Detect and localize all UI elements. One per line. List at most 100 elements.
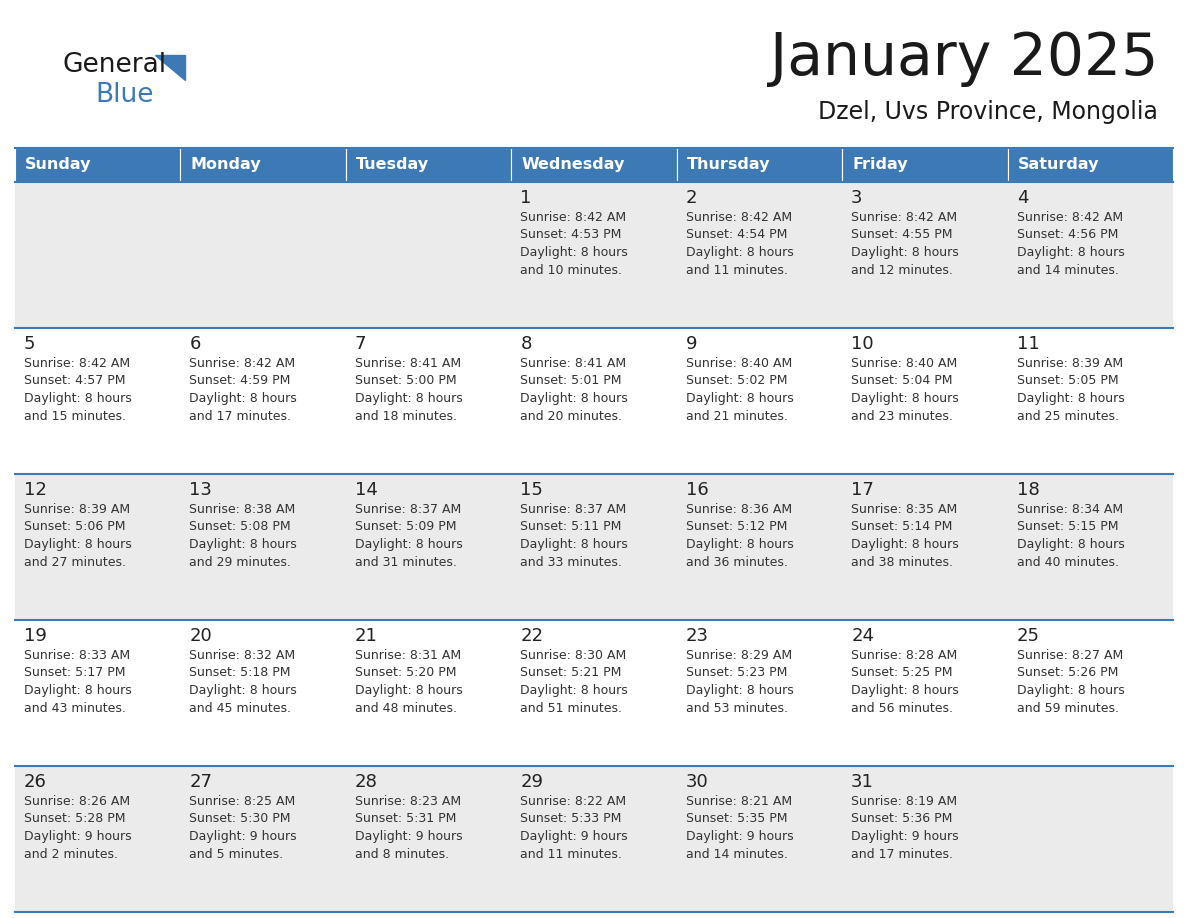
Text: and 21 minutes.: and 21 minutes. bbox=[685, 409, 788, 422]
Bar bbox=[15, 148, 181, 182]
Text: Sunset: 5:33 PM: Sunset: 5:33 PM bbox=[520, 812, 621, 825]
Bar bbox=[15, 620, 1173, 766]
Bar bbox=[15, 182, 1173, 328]
Text: 26: 26 bbox=[24, 773, 46, 791]
Text: Daylight: 9 hours: Daylight: 9 hours bbox=[189, 830, 297, 843]
Text: Sunset: 5:36 PM: Sunset: 5:36 PM bbox=[851, 812, 953, 825]
Text: Sunday: Sunday bbox=[25, 158, 91, 173]
Text: Daylight: 8 hours: Daylight: 8 hours bbox=[1017, 538, 1124, 551]
Text: and 23 minutes.: and 23 minutes. bbox=[851, 409, 953, 422]
Text: 29: 29 bbox=[520, 773, 543, 791]
Text: and 11 minutes.: and 11 minutes. bbox=[685, 263, 788, 276]
Text: 7: 7 bbox=[355, 335, 366, 353]
Text: and 10 minutes.: and 10 minutes. bbox=[520, 263, 623, 276]
Text: and 40 minutes.: and 40 minutes. bbox=[1017, 555, 1119, 568]
Text: 18: 18 bbox=[1017, 481, 1040, 499]
Text: Blue: Blue bbox=[95, 82, 153, 108]
Text: 21: 21 bbox=[355, 627, 378, 645]
Text: Sunset: 4:56 PM: Sunset: 4:56 PM bbox=[1017, 229, 1118, 241]
Text: and 5 minutes.: and 5 minutes. bbox=[189, 847, 284, 860]
Text: 2: 2 bbox=[685, 189, 697, 207]
Text: Tuesday: Tuesday bbox=[356, 158, 429, 173]
Text: and 38 minutes.: and 38 minutes. bbox=[851, 555, 953, 568]
Text: Daylight: 8 hours: Daylight: 8 hours bbox=[355, 684, 462, 697]
Text: Sunrise: 8:42 AM: Sunrise: 8:42 AM bbox=[520, 211, 626, 224]
Text: and 51 minutes.: and 51 minutes. bbox=[520, 701, 623, 714]
Text: and 15 minutes.: and 15 minutes. bbox=[24, 409, 126, 422]
Text: Daylight: 8 hours: Daylight: 8 hours bbox=[1017, 392, 1124, 405]
Text: and 45 minutes.: and 45 minutes. bbox=[189, 701, 291, 714]
Text: Sunset: 5:09 PM: Sunset: 5:09 PM bbox=[355, 521, 456, 533]
Text: Sunset: 4:59 PM: Sunset: 4:59 PM bbox=[189, 375, 291, 387]
Text: Daylight: 9 hours: Daylight: 9 hours bbox=[685, 830, 794, 843]
Polygon shape bbox=[154, 55, 185, 80]
Text: 8: 8 bbox=[520, 335, 532, 353]
Text: 17: 17 bbox=[851, 481, 874, 499]
Bar bbox=[346, 148, 511, 182]
Text: and 17 minutes.: and 17 minutes. bbox=[851, 847, 953, 860]
Text: Sunrise: 8:26 AM: Sunrise: 8:26 AM bbox=[24, 795, 131, 808]
Text: Sunset: 4:57 PM: Sunset: 4:57 PM bbox=[24, 375, 126, 387]
Text: Daylight: 8 hours: Daylight: 8 hours bbox=[1017, 246, 1124, 259]
Text: Daylight: 8 hours: Daylight: 8 hours bbox=[24, 392, 132, 405]
Text: Sunrise: 8:40 AM: Sunrise: 8:40 AM bbox=[685, 357, 792, 370]
Text: Sunset: 5:08 PM: Sunset: 5:08 PM bbox=[189, 521, 291, 533]
Text: and 43 minutes.: and 43 minutes. bbox=[24, 701, 126, 714]
Text: Sunset: 5:31 PM: Sunset: 5:31 PM bbox=[355, 812, 456, 825]
Text: Sunrise: 8:34 AM: Sunrise: 8:34 AM bbox=[1017, 503, 1123, 516]
Text: Sunrise: 8:22 AM: Sunrise: 8:22 AM bbox=[520, 795, 626, 808]
Text: Sunrise: 8:40 AM: Sunrise: 8:40 AM bbox=[851, 357, 958, 370]
Text: Daylight: 8 hours: Daylight: 8 hours bbox=[851, 246, 959, 259]
Text: Daylight: 8 hours: Daylight: 8 hours bbox=[851, 538, 959, 551]
Text: Sunrise: 8:23 AM: Sunrise: 8:23 AM bbox=[355, 795, 461, 808]
Text: and 53 minutes.: and 53 minutes. bbox=[685, 701, 788, 714]
Text: Sunset: 4:54 PM: Sunset: 4:54 PM bbox=[685, 229, 788, 241]
Text: Sunrise: 8:36 AM: Sunrise: 8:36 AM bbox=[685, 503, 792, 516]
Text: Saturday: Saturday bbox=[1018, 158, 1099, 173]
Text: Sunrise: 8:42 AM: Sunrise: 8:42 AM bbox=[685, 211, 792, 224]
Text: Wednesday: Wednesday bbox=[522, 158, 625, 173]
Text: Sunrise: 8:39 AM: Sunrise: 8:39 AM bbox=[1017, 357, 1123, 370]
Text: Sunset: 5:02 PM: Sunset: 5:02 PM bbox=[685, 375, 788, 387]
Text: Sunrise: 8:32 AM: Sunrise: 8:32 AM bbox=[189, 649, 296, 662]
Text: January 2025: January 2025 bbox=[770, 30, 1158, 87]
Text: Sunrise: 8:41 AM: Sunrise: 8:41 AM bbox=[520, 357, 626, 370]
Text: Daylight: 8 hours: Daylight: 8 hours bbox=[189, 684, 297, 697]
Text: Sunset: 5:04 PM: Sunset: 5:04 PM bbox=[851, 375, 953, 387]
Text: Daylight: 8 hours: Daylight: 8 hours bbox=[851, 392, 959, 405]
Text: and 17 minutes.: and 17 minutes. bbox=[189, 409, 291, 422]
Text: 19: 19 bbox=[24, 627, 46, 645]
Text: 28: 28 bbox=[355, 773, 378, 791]
Bar bbox=[1007, 148, 1173, 182]
Text: Monday: Monday bbox=[190, 158, 261, 173]
Text: Daylight: 8 hours: Daylight: 8 hours bbox=[520, 246, 628, 259]
Text: 20: 20 bbox=[189, 627, 213, 645]
Text: and 11 minutes.: and 11 minutes. bbox=[520, 847, 623, 860]
Text: Sunrise: 8:30 AM: Sunrise: 8:30 AM bbox=[520, 649, 626, 662]
Text: Daylight: 8 hours: Daylight: 8 hours bbox=[189, 538, 297, 551]
Text: and 36 minutes.: and 36 minutes. bbox=[685, 555, 788, 568]
Text: 11: 11 bbox=[1017, 335, 1040, 353]
Text: Sunset: 5:15 PM: Sunset: 5:15 PM bbox=[1017, 521, 1118, 533]
Text: Sunset: 5:30 PM: Sunset: 5:30 PM bbox=[189, 812, 291, 825]
Text: 10: 10 bbox=[851, 335, 873, 353]
Text: and 14 minutes.: and 14 minutes. bbox=[1017, 263, 1118, 276]
Bar bbox=[842, 148, 1007, 182]
Text: 25: 25 bbox=[1017, 627, 1040, 645]
Text: Sunset: 5:23 PM: Sunset: 5:23 PM bbox=[685, 666, 788, 679]
Text: Daylight: 9 hours: Daylight: 9 hours bbox=[520, 830, 628, 843]
Text: 14: 14 bbox=[355, 481, 378, 499]
Text: Daylight: 8 hours: Daylight: 8 hours bbox=[851, 684, 959, 697]
Text: Daylight: 8 hours: Daylight: 8 hours bbox=[520, 684, 628, 697]
Text: and 59 minutes.: and 59 minutes. bbox=[1017, 701, 1119, 714]
Text: Sunset: 5:14 PM: Sunset: 5:14 PM bbox=[851, 521, 953, 533]
Text: 23: 23 bbox=[685, 627, 709, 645]
Text: Sunrise: 8:42 AM: Sunrise: 8:42 AM bbox=[851, 211, 958, 224]
Text: Friday: Friday bbox=[852, 158, 908, 173]
Text: Daylight: 8 hours: Daylight: 8 hours bbox=[685, 392, 794, 405]
Text: Daylight: 9 hours: Daylight: 9 hours bbox=[24, 830, 132, 843]
Text: and 25 minutes.: and 25 minutes. bbox=[1017, 409, 1119, 422]
Text: Sunset: 5:05 PM: Sunset: 5:05 PM bbox=[1017, 375, 1118, 387]
Text: and 33 minutes.: and 33 minutes. bbox=[520, 555, 623, 568]
Text: 6: 6 bbox=[189, 335, 201, 353]
